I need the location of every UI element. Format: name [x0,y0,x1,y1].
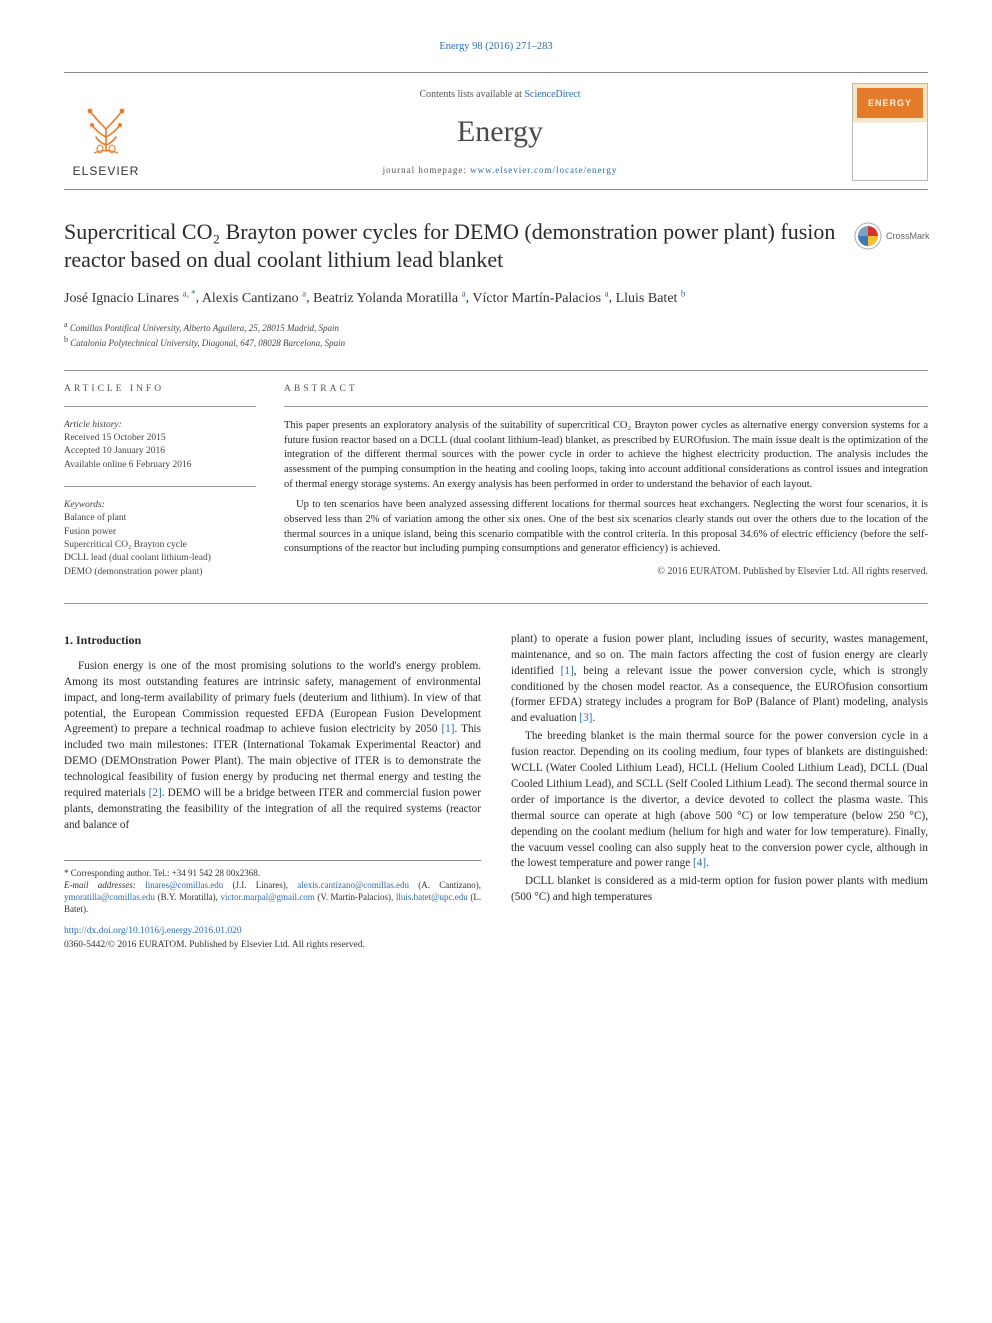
abstract-heading: ABSTRACT [284,383,928,396]
affiliation: a Comillas Pontifical University, Albert… [64,319,928,335]
rule [64,406,256,407]
crossmark-label: CrossMark [886,230,930,242]
history-label: Article history: [64,419,256,432]
abstract-para: Up to ten scenarios have been analyzed a… [284,498,928,557]
citation-link[interactable]: Energy 98 (2016) 271–283 [439,41,552,52]
article-info: ARTICLE INFO Article history: Received 1… [64,383,256,593]
ref-link[interactable]: [1] [561,665,574,677]
keyword: Fusion power [64,526,256,539]
keywords-block: Keywords: Balance of plant Fusion power … [64,499,256,579]
info-abstract-row: ARTICLE INFO Article history: Received 1… [64,383,928,593]
abstract-para: This paper presents an exploratory analy… [284,419,928,492]
email-link[interactable]: lluis.batet@upc.edu [396,892,468,902]
rule [64,603,928,604]
ref-link[interactable]: [4] [693,857,706,869]
body-para: The breeding blanket is the main thermal… [511,729,928,872]
body-col-left: 1. Introduction Fusion energy is one of … [64,632,481,952]
body-para: DCLL blanket is considered as a mid-term… [511,874,928,906]
article-history: Article history: Received 15 October 201… [64,419,256,472]
homepage-line: journal homepage: www.elsevier.com/locat… [164,164,836,176]
author: Alexis Cantizano a [202,291,306,306]
journal-cover-thumb[interactable]: ENERGY [852,83,928,181]
author: José Ignacio Linares a, * [64,291,196,306]
email-link[interactable]: victor.marpal@gmail.com [220,892,314,902]
crossmark-badge[interactable]: CrossMark [854,218,928,254]
keyword: Supercritical CO₂ Brayton cycle [64,539,256,552]
email-addresses: E-mail addresses: linares@comillas.edu (… [64,879,481,915]
journal-homepage-link[interactable]: www.elsevier.com/locate/energy [470,165,617,175]
author: Víctor Martín-Palacios a [472,291,608,306]
crossmark-icon [854,222,882,250]
article-title: Supercritical CO₂ Brayton power cycles f… [64,218,842,273]
abstract-text: This paper presents an exploratory analy… [284,419,928,557]
rule [64,370,928,371]
keyword: Balance of plant [64,512,256,525]
title-row: Supercritical CO₂ Brayton power cycles f… [64,218,928,273]
elsevier-tree-icon [76,101,136,161]
affiliation: b Catalonia Polytechnical University, Di… [64,334,928,350]
running-citation: Energy 98 (2016) 271–283 [64,40,928,54]
affiliations: a Comillas Pontifical University, Albert… [64,319,928,350]
history-item: Accepted 10 January 2016 [64,445,256,458]
ref-link[interactable]: [1] [441,723,454,735]
doi-link[interactable]: http://dx.doi.org/10.1016/j.energy.2016.… [64,926,242,936]
article-info-heading: ARTICLE INFO [64,383,256,396]
keyword: DCLL lead (dual coolant lithium-lead) [64,552,256,565]
doi-block: http://dx.doi.org/10.1016/j.energy.2016.… [64,925,481,952]
ref-link[interactable]: [3] [579,712,592,724]
author-list: José Ignacio Linares a, *, Alexis Cantiz… [64,287,928,309]
keyword: DEMO (demonstration power plant) [64,566,256,579]
corresponding-author: * Corresponding author. Tel.: +34 91 542… [64,867,481,879]
cover-title: ENERGY [857,88,923,118]
keywords-label: Keywords: [64,499,256,512]
masthead: ELSEVIER Contents lists available at Sci… [64,72,928,190]
sciencedirect-link[interactable]: ScienceDirect [524,89,580,100]
footnotes: * Corresponding author. Tel.: +34 91 542… [64,860,481,916]
rule [284,406,928,407]
abstract-copyright: © 2016 EURATOM. Published by Elsevier Lt… [284,565,928,579]
citation-issue: 98 (2016) 271–283 [472,41,553,52]
body-para: Fusion energy is one of the most promisi… [64,659,481,834]
email-link[interactable]: alexis.cantizano@comillas.edu [297,880,409,890]
rule [64,486,256,487]
author: Beatriz Yolanda Moratilla a [313,291,466,306]
ref-link[interactable]: [2] [149,787,162,799]
elsevier-wordmark: ELSEVIER [73,163,140,179]
elsevier-logo[interactable]: ELSEVIER [64,85,148,179]
body-col-right: plant) to operate a fusion power plant, … [511,632,928,952]
body-para: plant) to operate a fusion power plant, … [511,632,928,727]
body-columns: 1. Introduction Fusion energy is one of … [64,632,928,952]
history-item: Available online 6 February 2016 [64,459,256,472]
journal-name: Energy [164,112,836,153]
email-link[interactable]: linares@comillas.edu [145,880,223,890]
contents-line: Contents lists available at ScienceDirec… [164,88,836,102]
citation-journal: Energy [439,41,469,52]
history-item: Received 15 October 2015 [64,432,256,445]
section-heading: 1. Introduction [64,632,481,649]
email-link[interactable]: ymoratilla@comillas.edu [64,892,155,902]
masthead-center: Contents lists available at ScienceDirec… [164,88,836,176]
abstract: ABSTRACT This paper presents an explorat… [284,383,928,593]
issn-copyright: 0360-5442/© 2016 EURATOM. Published by E… [64,939,481,952]
author: Lluis Batet b [616,291,686,306]
